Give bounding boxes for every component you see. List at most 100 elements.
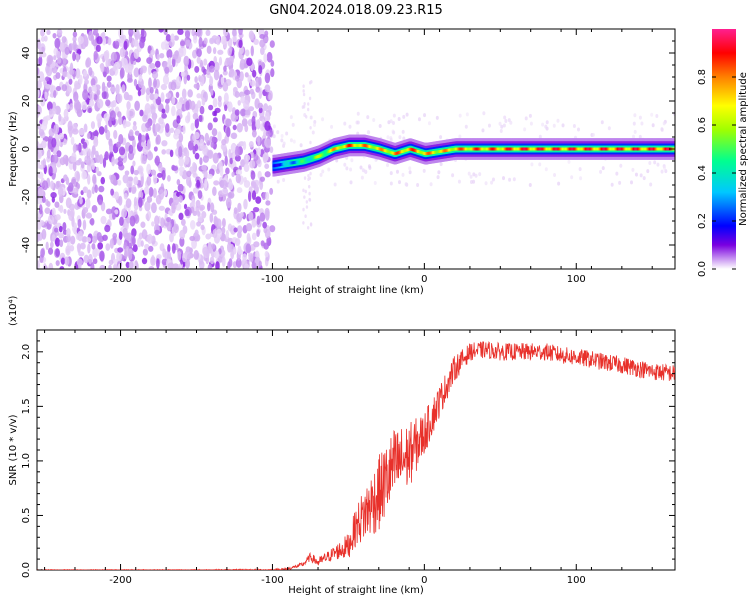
noise-cell	[117, 247, 124, 253]
noise-cell	[87, 148, 92, 157]
noise-cell	[491, 177, 495, 182]
noise-cell	[233, 207, 238, 215]
noise-cell	[391, 120, 395, 125]
noise-cell	[201, 97, 206, 106]
noise-cell	[240, 108, 246, 117]
noise-cell	[89, 91, 95, 102]
noise-cell	[91, 204, 98, 213]
noise-cell	[149, 86, 154, 94]
noise-cell	[232, 124, 237, 131]
noise-cell	[141, 257, 148, 265]
noise-cell	[464, 124, 468, 129]
noise-cell	[109, 110, 116, 121]
noise-cell	[77, 263, 82, 269]
noise-cell	[245, 49, 250, 57]
noise-cell	[222, 70, 228, 76]
noise-cell	[265, 191, 270, 201]
noise-cell	[309, 222, 313, 227]
noise-cell	[190, 122, 195, 131]
noise-cell	[572, 124, 576, 129]
noise-cell	[646, 169, 650, 174]
noise-cell	[138, 197, 143, 208]
figure-title: GN04.2024.018.09.23.R15	[269, 3, 443, 18]
noise-cell	[112, 212, 116, 220]
noise-cell	[146, 107, 151, 114]
noise-cell	[72, 31, 78, 38]
noise-cell	[392, 113, 396, 118]
noise-cell	[523, 127, 527, 132]
noise-cell	[264, 171, 271, 178]
noise-cell	[109, 141, 114, 153]
noise-cell	[41, 228, 47, 240]
noise-cell	[203, 68, 208, 75]
noise-cell	[386, 135, 390, 140]
noise-cell	[85, 212, 93, 219]
noise-cell	[175, 91, 180, 99]
noise-cell	[93, 29, 99, 35]
noise-cell	[47, 247, 54, 255]
noise-cell	[180, 71, 186, 78]
noise-cell	[196, 221, 202, 227]
noise-cell	[264, 250, 269, 258]
noise-cell	[197, 215, 203, 223]
noise-cell	[155, 194, 162, 205]
noise-cell	[53, 54, 57, 61]
noise-cell	[128, 129, 134, 137]
noise-cell	[235, 257, 242, 268]
noise-cell	[215, 228, 222, 239]
noise-cell	[173, 35, 179, 41]
noise-cell	[209, 256, 215, 265]
noise-cell	[118, 116, 123, 126]
noise-cell	[202, 145, 208, 153]
noise-cell	[206, 45, 212, 55]
noise-cell	[43, 35, 48, 42]
noise-cell	[133, 48, 140, 59]
noise-cell	[72, 128, 79, 135]
noise-cell	[157, 172, 163, 178]
noise-cell	[115, 173, 120, 180]
noise-cell	[435, 115, 439, 120]
noise-cell	[132, 244, 138, 253]
noise-cell	[83, 69, 88, 77]
noise-cell	[303, 101, 306, 106]
noise-cell	[217, 131, 222, 142]
noise-cell	[132, 39, 139, 47]
noise-cell	[648, 161, 652, 166]
noise-cell	[108, 264, 112, 269]
noise-cell	[104, 151, 109, 161]
noise-cell	[439, 135, 443, 140]
noise-cell	[191, 29, 195, 37]
noise-cell	[234, 238, 241, 246]
noise-cell	[217, 99, 222, 108]
noise-cell	[259, 39, 266, 48]
noise-cell	[189, 235, 196, 242]
noise-cell	[221, 143, 227, 153]
noise-cell	[98, 126, 105, 135]
noise-cell	[40, 248, 45, 258]
noise-cell	[207, 263, 213, 269]
noise-cell	[311, 130, 315, 135]
noise-cell	[256, 215, 261, 225]
noise-cell	[327, 167, 331, 172]
noise-cell	[198, 74, 202, 82]
noise-cell	[215, 218, 222, 230]
noise-cell	[187, 111, 191, 123]
noise-cell	[474, 173, 478, 178]
noise-cell	[164, 98, 170, 104]
noise-cell	[125, 245, 130, 257]
noise-cell	[600, 120, 604, 125]
noise-cell	[200, 224, 205, 231]
noise-cell	[176, 115, 181, 124]
noise-cell	[56, 29, 63, 36]
noise-cell	[212, 47, 217, 55]
noise-cell	[94, 184, 98, 193]
noise-cell	[65, 228, 71, 237]
noise-cell	[289, 115, 293, 120]
noise-cell	[258, 65, 263, 75]
noise-cell	[153, 78, 157, 88]
noise-cell	[191, 198, 196, 207]
noise-cell	[165, 103, 170, 114]
noise-cell	[239, 71, 244, 82]
noise-cell	[158, 205, 166, 211]
noise-cell	[175, 265, 179, 269]
